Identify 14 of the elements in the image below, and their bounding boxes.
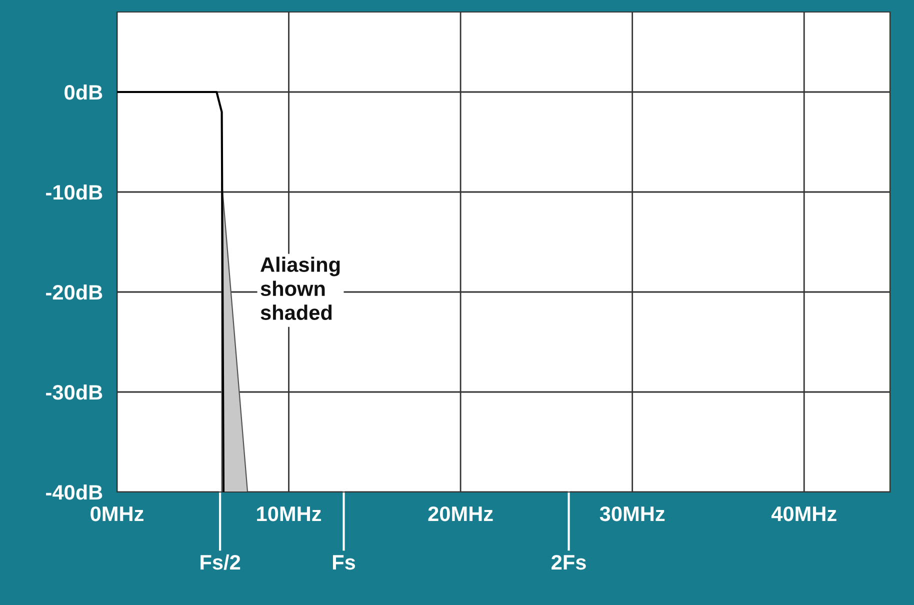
ref-line-label: 2Fs (552, 554, 586, 570)
ref-line-label: Fs (332, 555, 356, 570)
ref-line-label: Fs/2 (200, 554, 240, 570)
y-tick-label: -40dB (46, 484, 102, 500)
x-tick-label: 40MHz (771, 506, 836, 522)
annotation: Aliasing shown shaded (260, 256, 340, 320)
x-tick-label: 0MHz (90, 506, 144, 522)
x-tick-label: 20MHz (428, 506, 493, 522)
x-tick-label: 10MHz (257, 506, 322, 522)
x-tick-label: 30MHz (600, 506, 665, 522)
y-tick-label: -20dB (46, 284, 102, 300)
y-tick-label: -30dB (46, 384, 102, 400)
y-tick-label: 0dB (64, 84, 102, 100)
y-tick-label: -10dB (46, 184, 102, 200)
